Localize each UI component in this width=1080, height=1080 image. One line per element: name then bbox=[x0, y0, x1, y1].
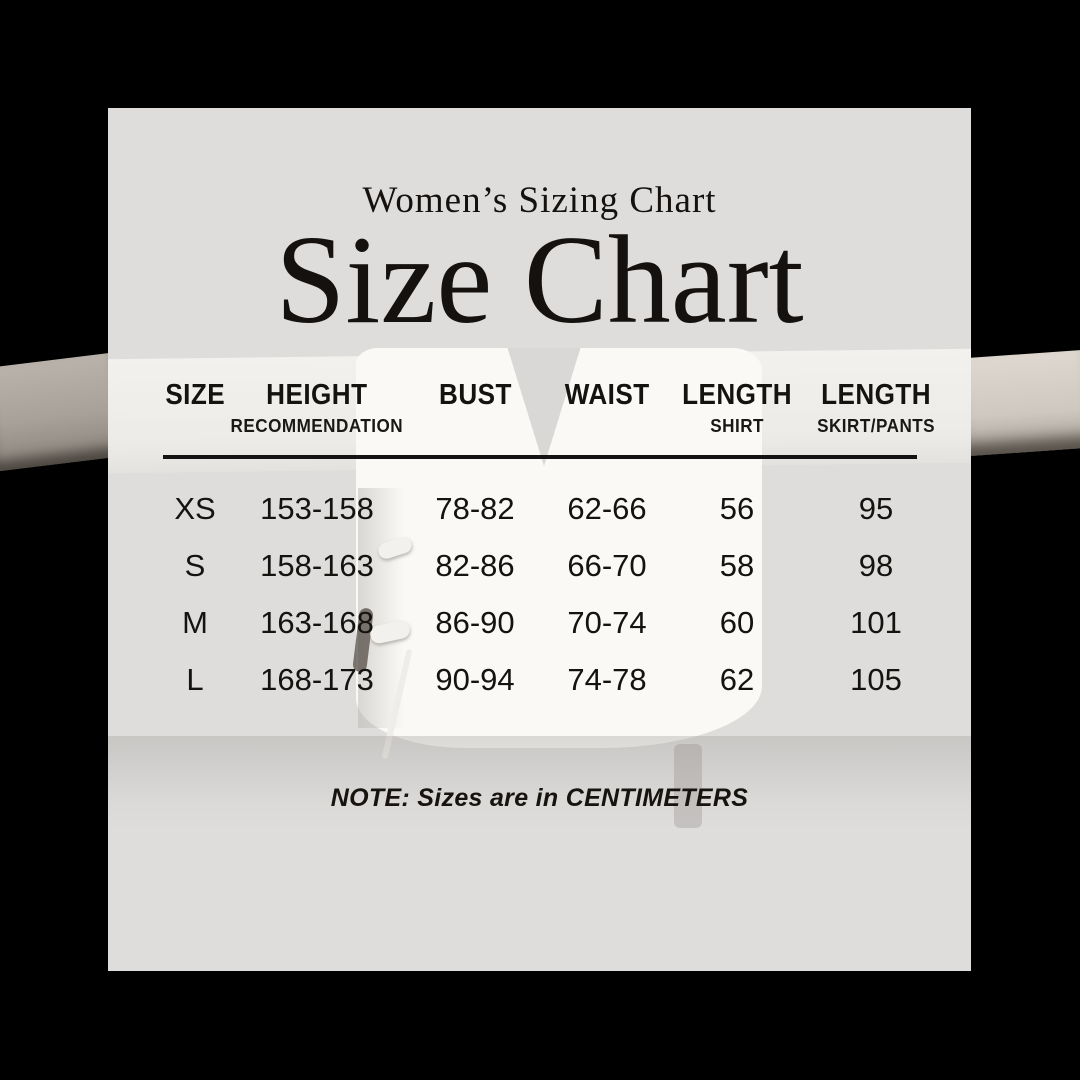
table-body: XS 153-158 78-82 62-66 56 95 S 158-163 8… bbox=[140, 480, 926, 708]
cell-height: 153-158 bbox=[260, 490, 374, 526]
cell-waist: 70-74 bbox=[567, 604, 647, 640]
column-header-length-shirt: LENGTH SHIRT bbox=[682, 379, 792, 436]
cell-length-skirt: 101 bbox=[850, 604, 902, 640]
chart-subtitle: Women’s Sizing Chart bbox=[362, 180, 717, 221]
cell-waist: 62-66 bbox=[567, 490, 647, 526]
cell-length-shirt: 60 bbox=[719, 604, 755, 640]
cell-length-skirt: 98 bbox=[858, 547, 894, 583]
column-header-size: SIZE bbox=[165, 379, 225, 411]
cell-height: 158-163 bbox=[260, 547, 374, 583]
cell-bust: 82-86 bbox=[435, 547, 515, 583]
cell-length-shirt: 56 bbox=[719, 490, 755, 526]
column-header-length-skirt-pants: LENGTH SKIRT/PANTS bbox=[817, 379, 935, 436]
cell-length-shirt: 58 bbox=[719, 547, 755, 583]
units-note: NOTE: Sizes are in CENTIMETERS bbox=[330, 784, 749, 812]
header-divider-line bbox=[163, 455, 917, 459]
chart-title: Size Chart bbox=[275, 211, 804, 350]
cell-waist: 74-78 bbox=[567, 661, 647, 697]
cell-size: M bbox=[182, 604, 208, 640]
cell-length-skirt: 105 bbox=[850, 661, 902, 697]
cell-size: XS bbox=[174, 490, 216, 526]
photo-stand-shadow bbox=[674, 744, 702, 828]
column-header-waist: WAIST bbox=[564, 379, 650, 411]
cell-bust: 90-94 bbox=[435, 661, 515, 697]
table-header-row: SIZE HEIGHT RECOMMENDATION BUST WAIST LE… bbox=[140, 376, 934, 438]
cell-length-skirt: 95 bbox=[858, 490, 894, 526]
cell-waist: 66-70 bbox=[567, 547, 647, 583]
size-chart-panel: Women’s Sizing Chart Size Chart SIZE HEI… bbox=[108, 108, 971, 971]
cell-height: 163-168 bbox=[260, 604, 374, 640]
cell-height: 168-173 bbox=[260, 661, 374, 697]
cell-length-shirt: 62 bbox=[719, 661, 755, 697]
cell-bust: 78-82 bbox=[435, 490, 515, 526]
cell-size: L bbox=[186, 661, 204, 697]
column-header-height: HEIGHT RECOMMENDATION bbox=[230, 379, 404, 436]
cell-bust: 86-90 bbox=[435, 604, 515, 640]
photo-hem-shadow bbox=[108, 736, 971, 832]
photo-right-sleeve bbox=[954, 349, 1080, 457]
cell-size: S bbox=[184, 547, 206, 583]
column-header-bust: BUST bbox=[438, 379, 512, 411]
